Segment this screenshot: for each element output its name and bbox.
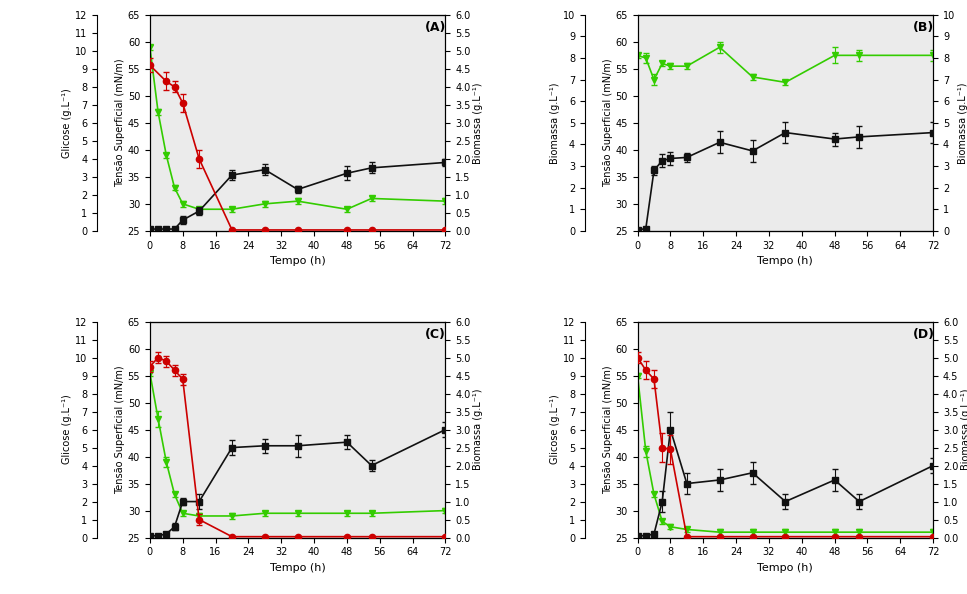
Y-axis label: Biomassa (g.L⁻¹): Biomassa (g.L⁻¹) [961,389,967,470]
Text: (B): (B) [913,21,934,34]
Y-axis label: Biomassa (g.L⁻¹): Biomassa (g.L⁻¹) [958,82,967,163]
Y-axis label: Tensão Superficial (mN/m): Tensão Superficial (mN/m) [115,59,125,187]
Text: (A): (A) [425,21,446,34]
Text: (D): (D) [913,328,934,341]
X-axis label: Tempo (h): Tempo (h) [757,563,813,573]
Y-axis label: Glicose (g.L⁻¹): Glicose (g.L⁻¹) [62,88,73,158]
Y-axis label: Glicose (g.L⁻¹): Glicose (g.L⁻¹) [62,394,73,465]
Text: (C): (C) [425,328,446,341]
Y-axis label: Tensão Superficial (mN/m): Tensão Superficial (mN/m) [115,365,125,494]
X-axis label: Tempo (h): Tempo (h) [757,256,813,266]
X-axis label: Tempo (h): Tempo (h) [270,563,326,573]
Y-axis label: Glicose (g.L⁻¹): Glicose (g.L⁻¹) [550,394,560,465]
Y-axis label: Biomassa (g.L⁻¹): Biomassa (g.L⁻¹) [474,389,484,470]
X-axis label: Tempo (h): Tempo (h) [270,256,326,266]
Y-axis label: Biomassa (g.L⁻¹): Biomassa (g.L⁻¹) [474,82,484,163]
Y-axis label: Tensão Superficial (mN/m): Tensão Superficial (mN/m) [602,365,612,494]
Y-axis label: Biomassa (g.L⁻¹): Biomassa (g.L⁻¹) [550,82,560,163]
Y-axis label: Tensão Superficial (mN/m): Tensão Superficial (mN/m) [602,59,612,187]
